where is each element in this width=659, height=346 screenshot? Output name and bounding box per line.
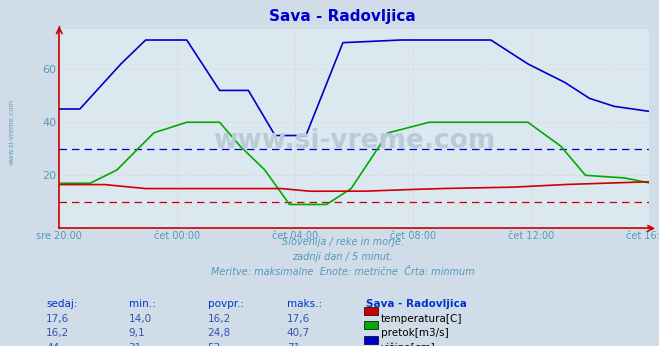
Text: 53: 53 [208, 343, 221, 346]
Text: pretok[m3/s]: pretok[m3/s] [381, 328, 449, 338]
Text: maks.:: maks.: [287, 299, 322, 309]
Text: zadnji dan / 5 minut.: zadnji dan / 5 minut. [292, 252, 393, 262]
Text: 24,8: 24,8 [208, 328, 231, 338]
Text: min.:: min.: [129, 299, 156, 309]
Text: 17,6: 17,6 [287, 314, 310, 324]
Text: 17,6: 17,6 [46, 314, 69, 324]
Text: sedaj:: sedaj: [46, 299, 78, 309]
Text: 44: 44 [46, 343, 59, 346]
Text: temperatura[C]: temperatura[C] [381, 314, 463, 324]
Text: 9,1: 9,1 [129, 328, 145, 338]
Text: 14,0: 14,0 [129, 314, 152, 324]
Text: 16,2: 16,2 [208, 314, 231, 324]
Text: Sava - Radovljica: Sava - Radovljica [270, 9, 416, 24]
Text: 31: 31 [129, 343, 142, 346]
Text: povpr.:: povpr.: [208, 299, 244, 309]
Text: Meritve: maksimalne  Enote: metrične  Črta: minmum: Meritve: maksimalne Enote: metrične Črta… [211, 267, 474, 277]
Text: www.si-vreme.com: www.si-vreme.com [213, 128, 496, 154]
Text: Sava - Radovljica: Sava - Radovljica [366, 299, 467, 309]
Text: 16,2: 16,2 [46, 328, 69, 338]
Text: www.si-vreme.com: www.si-vreme.com [9, 98, 14, 165]
Text: 40,7: 40,7 [287, 328, 310, 338]
Text: 71: 71 [287, 343, 300, 346]
Text: višina[cm]: višina[cm] [381, 343, 436, 346]
Text: Slovenija / reke in morje.: Slovenija / reke in morje. [281, 237, 404, 247]
